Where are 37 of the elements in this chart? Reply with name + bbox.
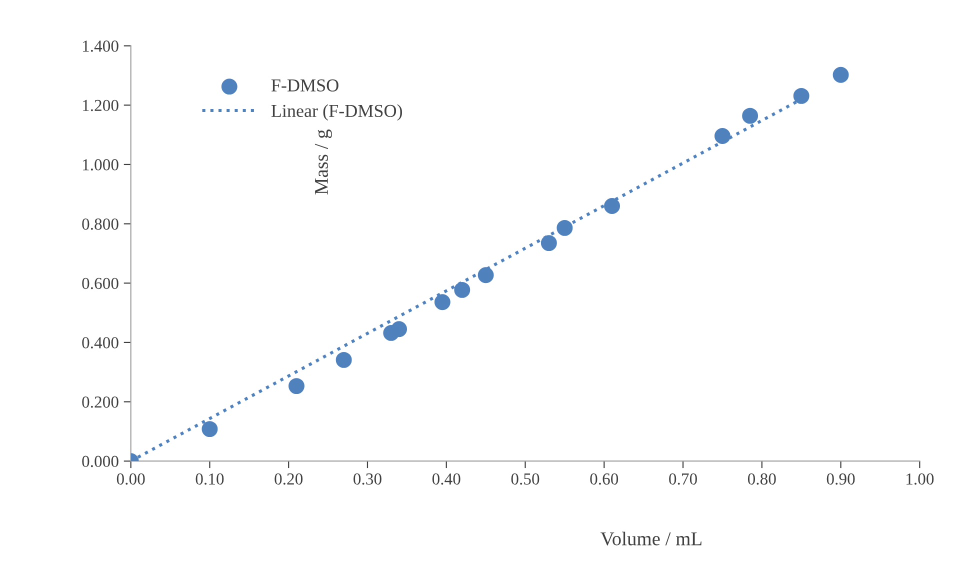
x-tick-label: 0.80 — [748, 473, 776, 485]
y-tick-label: 0.600 — [82, 278, 118, 290]
point — [556, 220, 573, 236]
x-axis-title: Volume / mL — [600, 532, 702, 546]
y-tick-label: 0.800 — [82, 218, 118, 230]
x-tick-label: 0.00 — [116, 473, 145, 485]
point — [714, 128, 730, 144]
x-tick-label: 0.60 — [590, 473, 618, 485]
point — [454, 282, 470, 298]
x-tick-label: 0.30 — [354, 473, 382, 485]
y-tick-label: 1.200 — [82, 100, 118, 112]
point — [793, 88, 810, 104]
x-tick-label: 0.50 — [511, 473, 540, 485]
x-tick-label: 1.00 — [906, 473, 934, 485]
legend-label: Linear (F-DMSO) — [271, 104, 402, 121]
x-tick-label: 0.70 — [669, 473, 697, 485]
point — [288, 378, 304, 394]
y-tick-label: 0.200 — [82, 396, 118, 408]
point — [832, 66, 849, 83]
legend-label: F-DMSO — [271, 79, 338, 92]
x-tick-label: 0.10 — [196, 473, 224, 485]
point — [202, 421, 218, 438]
y-tick-label: 0.000 — [82, 456, 118, 468]
y-axis-title: Mass / g — [314, 130, 332, 194]
point — [434, 294, 450, 310]
x-tick-label: 0.40 — [432, 473, 460, 485]
point — [742, 108, 758, 124]
y-tick-label: 1.400 — [82, 40, 118, 52]
point — [540, 235, 557, 252]
y-tick-label: 0.400 — [82, 337, 118, 348]
y-tick-label: 1.000 — [82, 159, 118, 170]
point — [478, 267, 494, 284]
point — [391, 321, 408, 338]
point — [604, 198, 620, 214]
point — [336, 352, 352, 368]
x-tick-label: 0.90 — [826, 473, 855, 485]
x-tick-label: 0.20 — [274, 473, 303, 485]
